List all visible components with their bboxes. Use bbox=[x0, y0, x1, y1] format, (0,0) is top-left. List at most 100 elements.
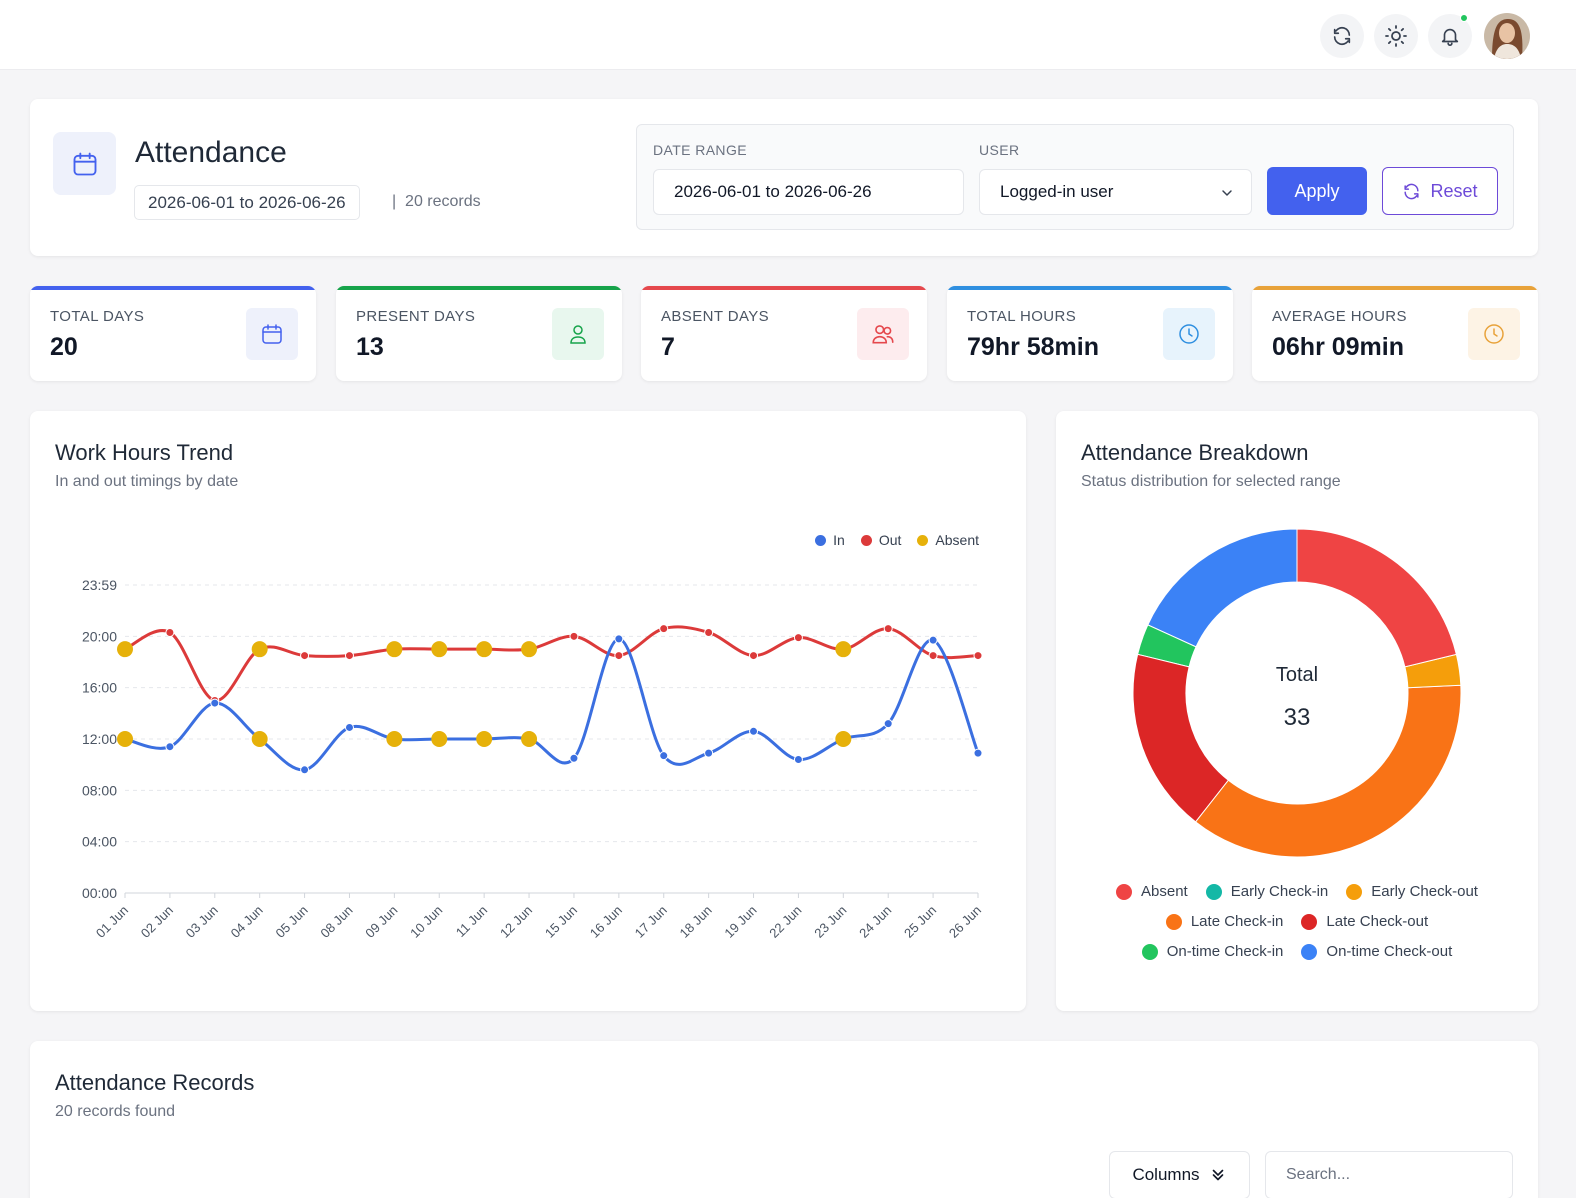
refresh-icon bbox=[1404, 183, 1420, 199]
x-tick-label: 19 Jun bbox=[721, 903, 759, 941]
user-label: USER bbox=[979, 142, 1020, 158]
data-point-absent bbox=[431, 641, 448, 658]
stat-icon-badge bbox=[857, 308, 909, 360]
stat-icon-badge bbox=[552, 308, 604, 360]
data-point-in bbox=[928, 635, 938, 645]
header-calendar-badge bbox=[53, 132, 116, 195]
legend-item-on-time-check-out[interactable]: On-time Check-out bbox=[1301, 943, 1452, 960]
legend-label: In bbox=[833, 532, 845, 548]
y-tick-label: 04:00 bbox=[82, 834, 117, 850]
legend-label: Late Check-in bbox=[1190, 913, 1284, 930]
legend-item-in[interactable]: In bbox=[815, 532, 845, 548]
trend-subtitle: In and out timings by date bbox=[55, 473, 239, 490]
data-point-absent bbox=[251, 641, 268, 658]
avatar[interactable] bbox=[1484, 13, 1530, 59]
data-point-absent bbox=[835, 731, 852, 747]
data-point-in bbox=[165, 742, 175, 752]
data-point-in bbox=[973, 748, 983, 758]
stat-value: 7 bbox=[661, 333, 675, 361]
legend-item-late-check-out[interactable]: Late Check-out bbox=[1301, 913, 1428, 930]
refresh-button[interactable] bbox=[1320, 14, 1364, 58]
x-tick-label: 09 Jun bbox=[362, 903, 400, 941]
reset-button[interactable]: Reset bbox=[1382, 167, 1498, 215]
legend-item-absent[interactable]: Absent bbox=[917, 532, 979, 548]
data-point-absent bbox=[521, 641, 538, 658]
refresh-icon bbox=[1333, 27, 1351, 45]
data-point-in bbox=[344, 722, 354, 732]
legend-label: On-time Check-out bbox=[1326, 943, 1453, 960]
y-tick-label: 00:00 bbox=[82, 885, 117, 901]
user-select[interactable]: Logged-in user bbox=[979, 169, 1252, 215]
legend-item-late-check-in[interactable]: Late Check-in bbox=[1165, 913, 1284, 930]
legend-dot bbox=[1141, 943, 1158, 960]
data-point-out bbox=[883, 624, 893, 634]
trend-title: Work Hours Trend bbox=[55, 440, 234, 465]
data-point-absent bbox=[835, 641, 852, 658]
breakdown-subtitle: Status distribution for selected range bbox=[1081, 473, 1341, 490]
donut-slice-late-check-in[interactable] bbox=[1194, 684, 1462, 858]
records-subtitle: 20 records found bbox=[55, 1103, 176, 1120]
date-range-input[interactable]: 2026-06-01 to 2026-06-26 bbox=[653, 169, 964, 215]
series-line-in bbox=[124, 637, 980, 772]
apply-button[interactable]: Apply bbox=[1267, 167, 1367, 215]
legend-label: Early Check-out bbox=[1371, 883, 1478, 900]
work-hours-line-chart: 00:00 04:00 08:00 12:00 16:00 20:00 23:59 01 Ju… bbox=[82, 577, 984, 941]
date-range-label: DATE RANGE bbox=[653, 142, 747, 158]
legend-item-early-check-in[interactable]: Early Check-in bbox=[1205, 883, 1328, 900]
search-input[interactable] bbox=[1265, 1151, 1513, 1198]
data-point-in bbox=[210, 698, 220, 708]
work-hours-trend-card: Work Hours Trend In and out timings by d… bbox=[30, 411, 1026, 1011]
date-range-chip: 2026-06-01 to 2026-06-26 bbox=[134, 185, 360, 220]
legend-dot bbox=[1116, 883, 1133, 900]
data-point-absent bbox=[117, 641, 133, 658]
calendar-icon bbox=[262, 324, 282, 344]
data-point-in bbox=[749, 726, 759, 736]
data-point-absent bbox=[476, 731, 493, 747]
notifications-button[interactable] bbox=[1428, 14, 1472, 58]
donut-slice-early-check-out[interactable] bbox=[1404, 653, 1462, 689]
donut-legend-row: On-time Check-in On-time Check-out bbox=[1056, 943, 1538, 960]
legend-item-out[interactable]: Out bbox=[860, 532, 901, 548]
data-point-in bbox=[659, 751, 669, 761]
data-point-absent bbox=[117, 731, 133, 747]
theme-toggle-button[interactable] bbox=[1374, 14, 1418, 58]
data-point-out bbox=[300, 651, 310, 661]
data-point-out bbox=[973, 651, 983, 661]
x-tick-label: 03 Jun bbox=[183, 903, 221, 941]
stat-value: 13 bbox=[356, 333, 384, 361]
legend-item-on-time-check-in[interactable]: On-time Check-in bbox=[1141, 943, 1283, 960]
donut-slice-on-time-check-out[interactable] bbox=[1147, 528, 1298, 648]
x-tick-label: 16 Jun bbox=[587, 903, 625, 941]
data-point-out bbox=[614, 651, 624, 661]
notification-dot bbox=[1460, 14, 1468, 22]
data-point-in bbox=[704, 748, 714, 758]
stat-accent-bar bbox=[30, 286, 316, 290]
columns-button[interactable]: Columns bbox=[1109, 1151, 1250, 1198]
records-count: | 20 records bbox=[392, 193, 481, 210]
data-point-absent bbox=[251, 731, 268, 747]
series-line-out bbox=[124, 625, 979, 702]
legend-item-absent[interactable]: Absent bbox=[1116, 883, 1188, 900]
attendance-header-card: Attendance 2026-06-01 to 2026-06-26 | 20… bbox=[30, 99, 1538, 256]
x-tick-label: 17 Jun bbox=[632, 903, 670, 941]
stat-value: 20 bbox=[50, 333, 78, 361]
legend-item-early-check-out[interactable]: Early Check-out bbox=[1346, 883, 1478, 900]
x-tick-label: 04 Jun bbox=[228, 903, 266, 941]
data-point-out bbox=[165, 627, 175, 637]
legend-dot bbox=[1301, 943, 1318, 960]
data-point-absent bbox=[521, 731, 538, 747]
data-point-out bbox=[928, 651, 938, 661]
data-point-in bbox=[300, 765, 310, 775]
donut-slice-on-time-check-in[interactable] bbox=[1137, 624, 1197, 668]
donut-slice-late-check-out[interactable] bbox=[1132, 653, 1230, 823]
stat-label: TOTAL DAYS bbox=[50, 308, 145, 325]
stat-value: 06hr 09min bbox=[1272, 333, 1405, 361]
stat-accent-bar bbox=[641, 286, 927, 290]
y-tick-label: 23:59 bbox=[82, 577, 117, 593]
donut-slice-absent[interactable] bbox=[1296, 528, 1457, 668]
clock-icon bbox=[1179, 324, 1199, 344]
legend-label: Absent bbox=[1141, 883, 1188, 900]
top-bar bbox=[0, 0, 1576, 70]
x-tick-label: 22 Jun bbox=[766, 903, 804, 941]
chevrons-down-icon bbox=[1212, 1169, 1223, 1181]
